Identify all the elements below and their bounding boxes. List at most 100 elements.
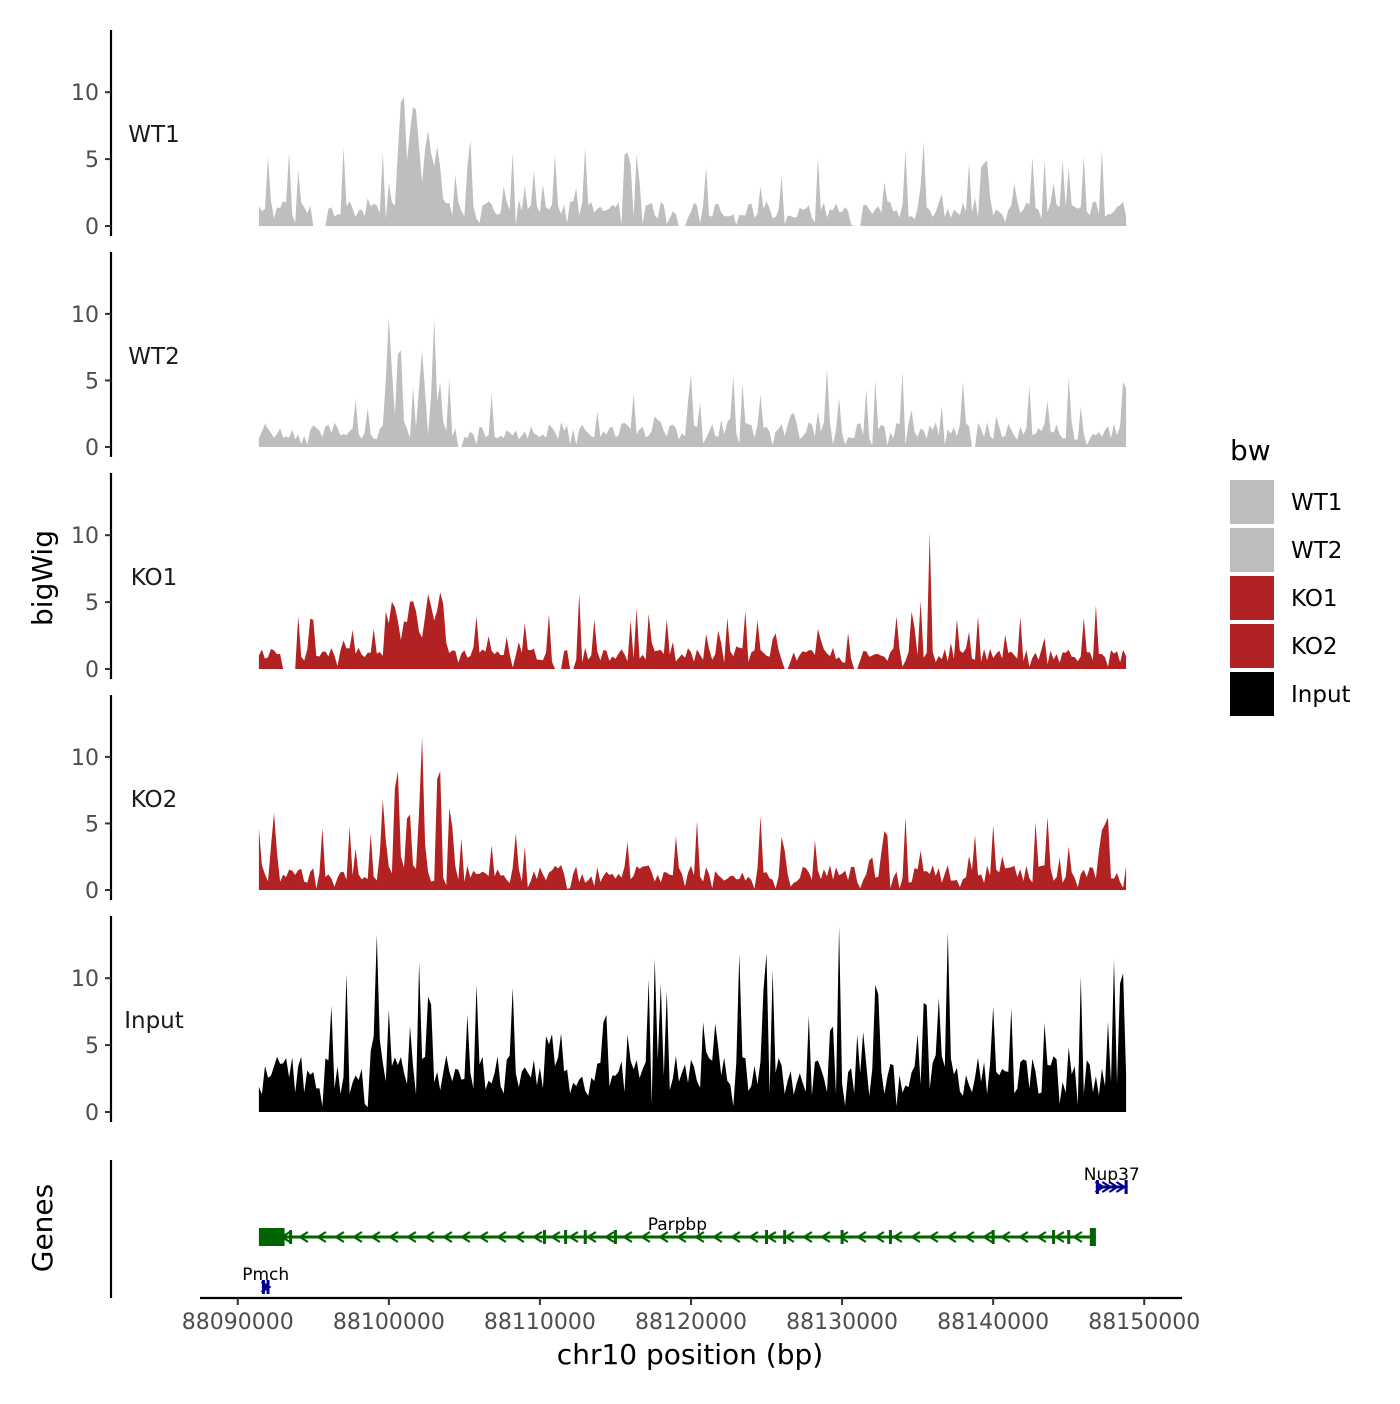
strand-chevron [585, 1231, 597, 1243]
track-panels: 0 5 10 WT1 0 5 10 WT2 0 5 10 KO1 0 5 10 KO2 0 5 10 Input [71, 30, 1127, 1126]
y-tick-label: 0 [85, 436, 99, 461]
strand-chevron [909, 1231, 921, 1243]
x-tick-label: 88150000 [1088, 1310, 1200, 1335]
strand-chevron [801, 1231, 813, 1243]
strand-chevron [675, 1231, 687, 1243]
legend-key-Input [1230, 672, 1274, 716]
gene-exon [1052, 1230, 1056, 1244]
gene-exon [613, 1230, 617, 1244]
y-tick-label: 10 [71, 746, 99, 771]
track-label: KO1 [131, 565, 178, 591]
y-tick-label: 5 [85, 1034, 99, 1059]
y-axis-title: bigWig [26, 530, 59, 626]
x-axis: 88090000 88100000 88110000 88120000 88130000… [182, 1296, 1200, 1335]
x-tick-label: 88120000 [635, 1310, 747, 1335]
strand-chevron [1101, 1181, 1113, 1193]
legend-label: KO1 [1291, 586, 1338, 612]
track-label: Input [124, 1008, 184, 1034]
x-tick-label: 88100000 [333, 1310, 445, 1335]
legend-label: WT2 [1291, 538, 1342, 564]
gene-exon [840, 1230, 844, 1244]
coverage-area-WT1 [258, 97, 1127, 226]
gene-exon [765, 1230, 769, 1244]
strand-chevron [387, 1231, 399, 1243]
track-WT1: 0 5 10 WT1 [71, 30, 1127, 240]
strand-chevron [891, 1231, 903, 1243]
y-tick-label: 10 [71, 81, 99, 106]
strand-chevron [495, 1231, 507, 1243]
gene-exon [542, 1230, 546, 1244]
gene-exon [261, 1280, 265, 1294]
strand-chevron [297, 1231, 309, 1243]
genes-axis-title: Genes [26, 1184, 59, 1272]
y-tick-label: 0 [85, 658, 99, 683]
gene-label: Nup37 [1084, 1165, 1140, 1185]
gene-exon [266, 1280, 270, 1294]
gene-label: Pmch [242, 1265, 289, 1285]
gene-Parpbp: Parpbp [258, 1215, 1096, 1246]
strand-chevron [927, 1231, 939, 1243]
gene-exon [783, 1230, 787, 1244]
x-tick-label: 88090000 [182, 1310, 294, 1335]
track-label: WT2 [128, 344, 179, 370]
gene-exon [564, 1230, 568, 1244]
y-tick-label: 0 [85, 879, 99, 904]
strand-chevron [621, 1231, 633, 1243]
strand-chevron [405, 1231, 417, 1243]
strand-chevron [729, 1231, 741, 1243]
strand-chevron [1108, 1181, 1120, 1193]
strand-chevron [1115, 1181, 1127, 1193]
legend-key-KO1 [1230, 576, 1274, 620]
strand-chevron [693, 1231, 705, 1243]
gene-utr-block [1089, 1228, 1096, 1246]
gene-panel: Pmch Parpbp Nup37 [109, 1160, 1140, 1298]
legend-title: bw [1230, 434, 1271, 467]
gene-exon [1095, 1180, 1099, 1194]
legend-label: WT1 [1291, 490, 1342, 516]
strand-chevron [477, 1231, 489, 1243]
strand-chevron [603, 1231, 615, 1243]
legend-label: KO2 [1291, 634, 1338, 660]
strand-chevron [423, 1231, 435, 1243]
strand-chevron [333, 1231, 345, 1243]
strand-chevron [1035, 1231, 1047, 1243]
strand-chevron [657, 1231, 669, 1243]
gene-exon [1067, 1230, 1071, 1244]
gene-Nup37: Nup37 [1084, 1165, 1140, 1194]
gene-utr-block [258, 1228, 285, 1246]
strand-chevron [459, 1231, 471, 1243]
legend: bw WT1 WT2 KO1 KO2 Input [1230, 434, 1351, 716]
gene-exon [888, 1230, 892, 1244]
strand-chevron [369, 1231, 381, 1243]
strand-chevron [1053, 1231, 1065, 1243]
strand-chevron [855, 1231, 867, 1243]
coverage-area-WT2 [258, 317, 1127, 447]
legend-key-KO2 [1230, 624, 1274, 668]
strand-chevron [1071, 1231, 1083, 1243]
strand-chevron [513, 1231, 525, 1243]
gene-label: Parpbp [648, 1215, 707, 1235]
y-tick-label: 10 [71, 524, 99, 549]
track-Input: 0 5 10 Input [71, 916, 1127, 1126]
x-tick-label: 88130000 [786, 1310, 898, 1335]
strand-chevron [873, 1231, 885, 1243]
coverage-area-KO2 [258, 736, 1127, 890]
track-KO2: 0 5 10 KO2 [71, 695, 1127, 904]
strand-chevron [567, 1231, 579, 1243]
track-label: WT1 [128, 122, 179, 148]
strand-chevron [531, 1231, 543, 1243]
legend-key-WT1 [1230, 480, 1274, 524]
gene-exon [1124, 1180, 1128, 1194]
strand-chevron [999, 1231, 1011, 1243]
strand-chevron [639, 1231, 651, 1243]
strand-chevron [351, 1231, 363, 1243]
y-tick-label: 10 [71, 967, 99, 992]
y-tick-label: 10 [71, 303, 99, 328]
y-tick-label: 5 [85, 591, 99, 616]
strand-chevron [549, 1231, 561, 1243]
y-tick-label: 0 [85, 1101, 99, 1126]
track-WT2: 0 5 10 WT2 [71, 252, 1127, 461]
coverage-area-KO1 [258, 532, 1127, 669]
strand-chevron [711, 1231, 723, 1243]
